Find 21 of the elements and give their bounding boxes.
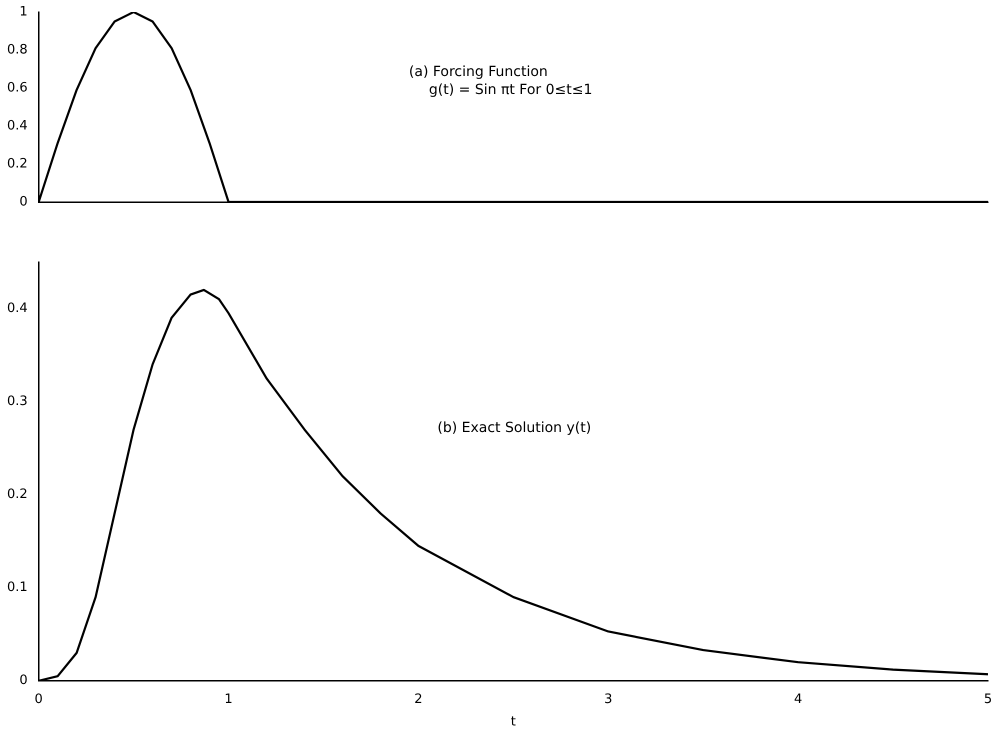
x-tick-label: 4: [794, 692, 802, 707]
x-tick-label: 0: [34, 692, 43, 707]
x-tick-label: 1: [224, 692, 233, 707]
y-tick-label: 0.3: [6, 394, 28, 409]
y-tick-label: 0.2: [6, 156, 28, 172]
x-axis-title: t: [510, 714, 516, 730]
annotation: (a) Forcing Function: [408, 64, 548, 80]
y-tick-label: 0.6: [6, 80, 28, 96]
y-tick-label: 0.1: [6, 580, 28, 596]
x-tick-label: 5: [984, 692, 992, 707]
y-tick-label: 0: [19, 673, 28, 688]
annotation: g(t) = Sin πt For 0≤t≤1: [428, 82, 592, 98]
annotation: (b) Exact Solution y(t): [437, 420, 592, 436]
x-tick-label: 3: [604, 692, 612, 707]
x-tick-label: 2: [414, 692, 423, 707]
y-tick-label: 0: [19, 194, 28, 210]
y-tick-label: 1: [19, 4, 28, 20]
y-tick-label: 0.4: [6, 300, 28, 316]
y-tick-label: 0.4: [6, 118, 28, 134]
y-tick-label: 0.2: [6, 487, 28, 502]
y-tick-label: 0.8: [6, 42, 28, 58]
